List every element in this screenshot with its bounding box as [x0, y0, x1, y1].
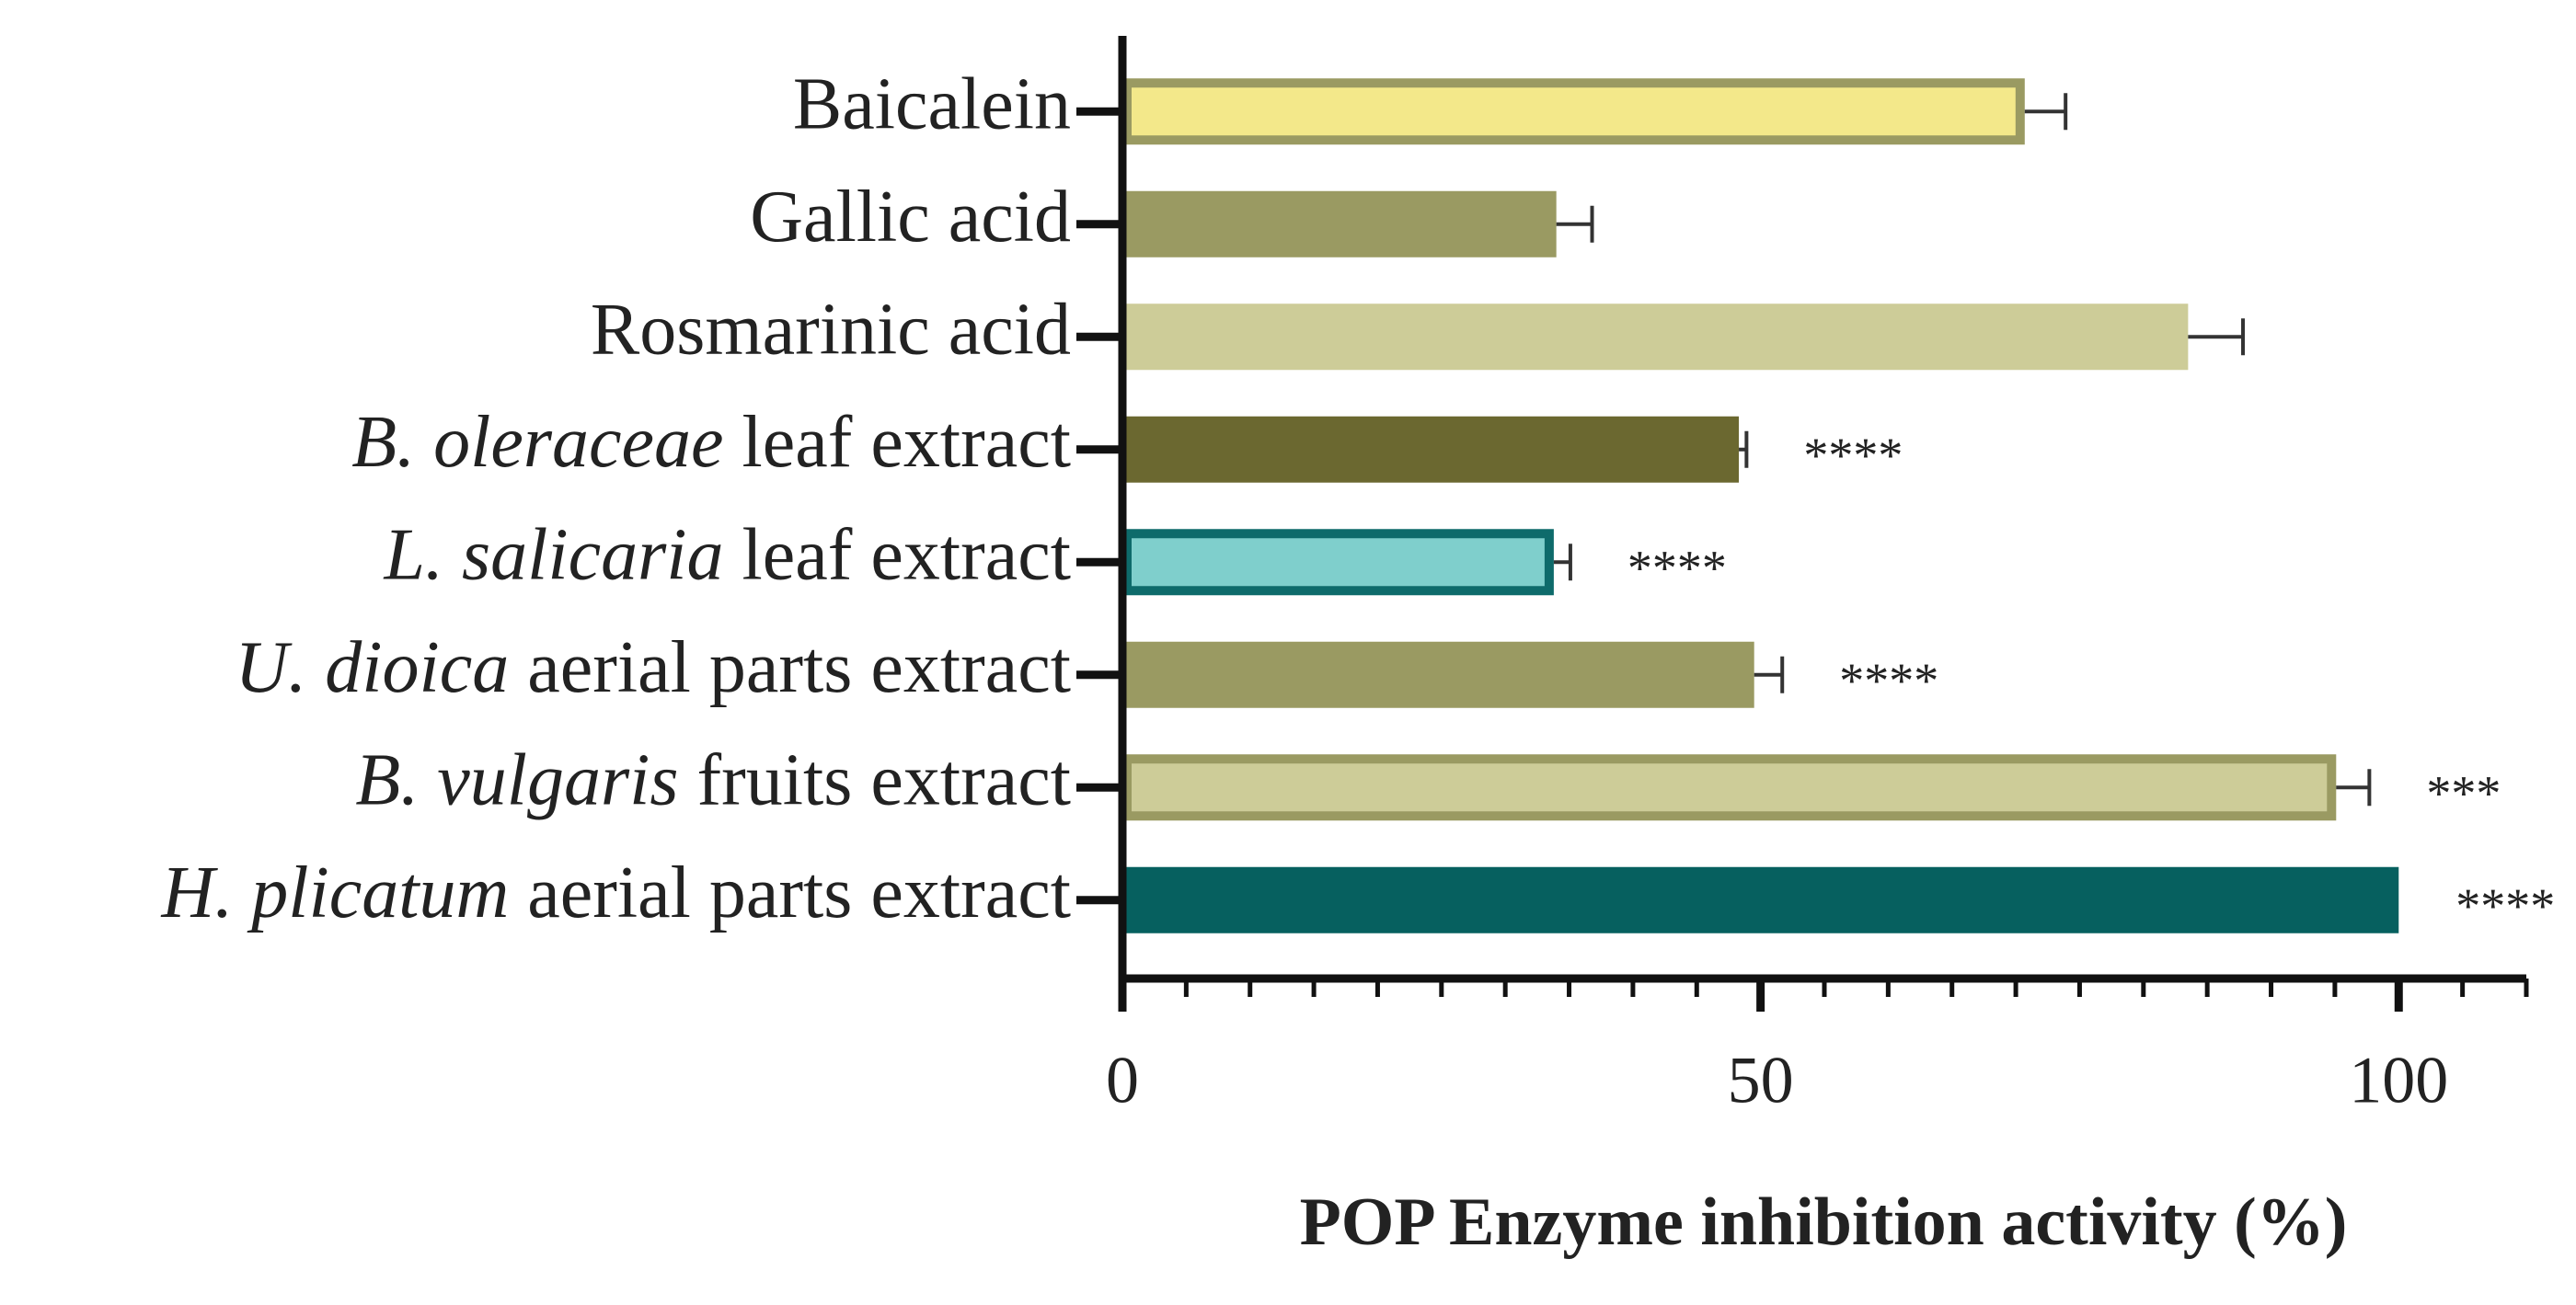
- y-tick-label: Baicalein: [793, 64, 1071, 145]
- label-italic: U. dioica: [236, 627, 510, 708]
- label-italic: B. oleraceae: [351, 402, 723, 483]
- label-text: fruits extract: [697, 740, 1071, 821]
- bar: [1122, 78, 2025, 145]
- bar: [1122, 529, 1554, 596]
- x-tick-label: 0: [1106, 1044, 1139, 1117]
- significance-label: ****: [2455, 878, 2555, 933]
- y-tick-label: U. dioica aerial parts extract: [236, 627, 1071, 708]
- x-tick-label: 100: [2349, 1044, 2448, 1117]
- bar: [1122, 416, 1740, 483]
- label-text: leaf extract: [742, 515, 1072, 596]
- label-text: aerial parts extract: [527, 627, 1071, 708]
- label-text: leaf extract: [742, 402, 1072, 483]
- y-tick-label: H. plicatum aerial parts extract: [161, 853, 1071, 933]
- bar: [1122, 754, 2337, 821]
- label-italic: B. vulgaris: [355, 740, 678, 821]
- label-italic: H. plicatum: [161, 853, 510, 933]
- x-tick-label: 50: [1728, 1044, 1794, 1117]
- y-tick-label: L. salicaria leaf extract: [384, 515, 1071, 596]
- significance-label: ****: [1803, 428, 1903, 483]
- y-tick-label: Rosmarinic acid: [591, 290, 1071, 371]
- bar: [1122, 190, 1557, 258]
- x-axis-title: POP Enzyme inhibition activity (%): [1300, 1185, 2348, 1260]
- bar: [1122, 303, 2189, 371]
- y-tick-label: B. vulgaris fruits extract: [355, 740, 1071, 821]
- bar: [1122, 866, 2399, 933]
- significance-label: ****: [1839, 653, 1938, 708]
- bar: [1122, 641, 1754, 708]
- label-text: aerial parts extract: [527, 853, 1071, 933]
- significance-label: ***: [2426, 766, 2501, 821]
- label-italic: L. salicaria: [384, 515, 724, 596]
- y-tick-label: Gallic acid: [750, 177, 1071, 258]
- significance-label: ****: [1627, 541, 1727, 596]
- y-tick-label: B. oleraceae leaf extract: [351, 402, 1071, 483]
